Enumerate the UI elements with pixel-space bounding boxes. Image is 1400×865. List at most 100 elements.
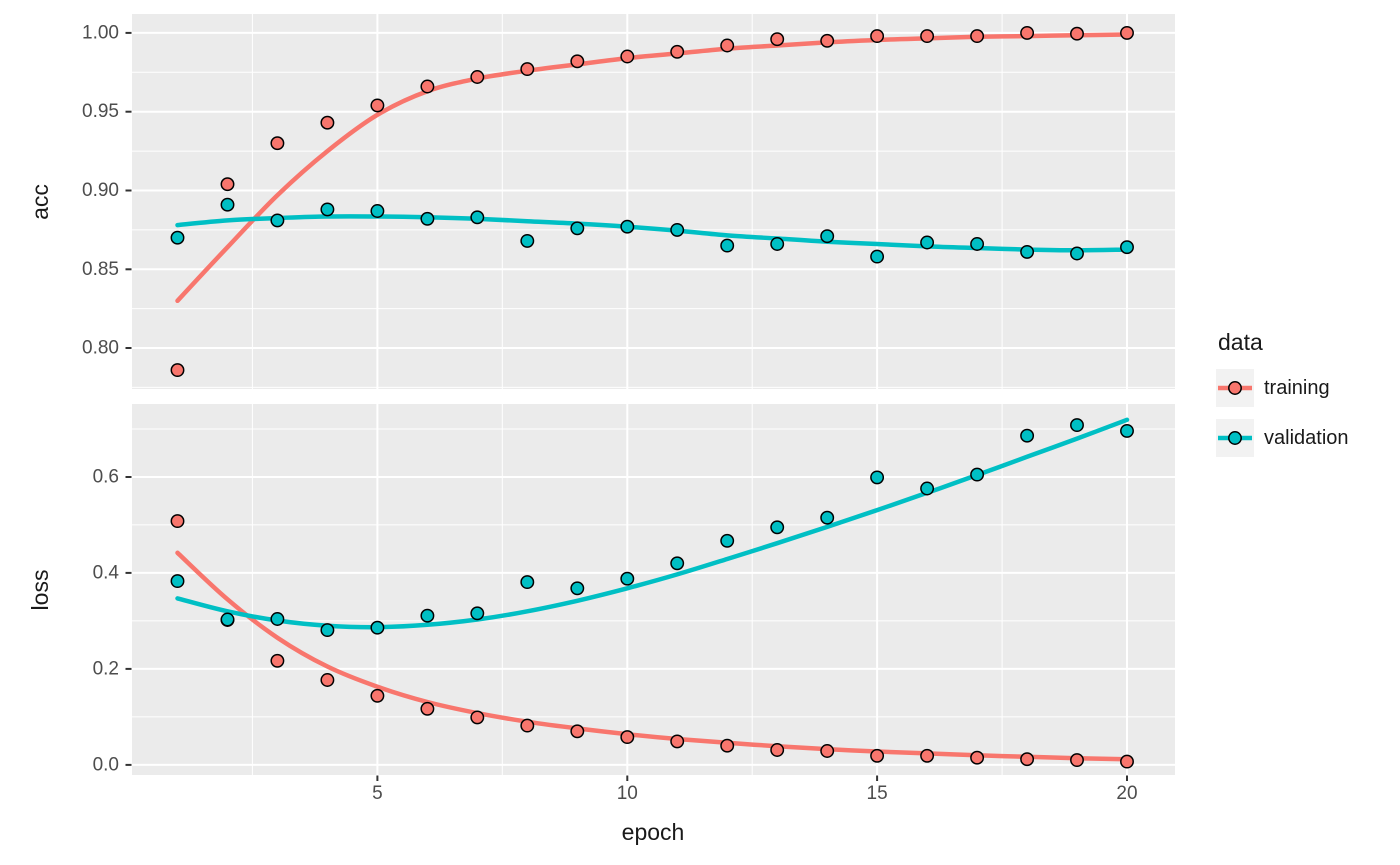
acc-validation-point — [920, 235, 935, 250]
acc-y-tick-label: 0.95 — [82, 101, 119, 122]
acc-validation-point — [420, 211, 435, 226]
acc-validation-point — [270, 213, 285, 228]
acc-training-point — [220, 177, 235, 192]
loss-training-point — [1020, 752, 1035, 767]
acc-training-point — [920, 29, 935, 44]
loss-validation-point — [770, 520, 785, 535]
acc-panel — [132, 14, 1175, 389]
acc-validation-point — [220, 197, 235, 212]
x-axis-title: epoch — [622, 819, 685, 845]
loss-y-tick-label: 0.0 — [93, 754, 119, 775]
acc-training-point — [970, 29, 985, 44]
loss-training-point — [820, 744, 835, 758]
loss-validation-point — [570, 581, 585, 596]
loss-training-point — [870, 748, 885, 763]
loss-validation-point — [170, 574, 185, 589]
acc-validation-point — [770, 237, 785, 251]
acc-validation-point — [670, 222, 685, 237]
legend-key-validation — [1216, 419, 1254, 457]
acc-validation-point — [320, 202, 335, 217]
acc-y-axis-title: acc — [27, 184, 53, 220]
loss-training-point — [320, 673, 335, 687]
x-tick-label: 20 — [1116, 783, 1137, 804]
x-tick-label: 5 — [372, 783, 383, 804]
loss-training-point — [1070, 753, 1084, 768]
acc-validation-point — [820, 229, 835, 244]
legend-item-validation: validation — [1216, 419, 1349, 457]
loss-y-tick-label: 0.2 — [93, 658, 119, 679]
acc-training-point — [520, 62, 535, 77]
acc-training-point — [820, 33, 835, 48]
loss-training-point — [420, 701, 435, 716]
legend-items: training validation — [1216, 369, 1349, 457]
loss-y-tick-label: 0.4 — [93, 562, 120, 583]
loss-training-point — [570, 724, 585, 739]
loss-validation-point — [370, 620, 385, 635]
loss-validation-point — [1120, 423, 1134, 438]
acc-validation-point — [570, 221, 585, 236]
acc-validation-point — [620, 219, 635, 234]
acc-training-point — [770, 32, 785, 47]
loss-training-point — [620, 730, 635, 745]
acc-training-point — [170, 363, 185, 378]
loss-validation-point — [420, 608, 435, 623]
loss-training-point — [270, 653, 285, 668]
loss-training-point — [1120, 754, 1134, 769]
acc-training-point — [320, 115, 335, 130]
loss-training-point — [770, 743, 785, 757]
training-key-glyph-icon — [1218, 381, 1252, 395]
loss-validation-point — [970, 467, 985, 482]
legend-item-training: training — [1216, 369, 1349, 407]
loss-training-point — [170, 514, 185, 529]
acc-validation-point — [1070, 246, 1084, 261]
acc-validation-point — [470, 210, 485, 225]
loss-validation-point — [320, 623, 335, 638]
legend-title: data — [1218, 329, 1263, 355]
acc-training-point — [570, 54, 585, 69]
acc-validation-point — [370, 204, 385, 218]
acc-panel-background — [132, 14, 1175, 389]
loss-validation-point — [670, 556, 685, 571]
loss-validation-point — [470, 606, 485, 621]
loss-validation-point — [870, 470, 885, 485]
loss-validation-point — [520, 575, 535, 590]
x-tick-label: 15 — [867, 783, 888, 804]
acc-training-point — [420, 79, 435, 94]
loss-training-point — [370, 688, 385, 703]
acc-y-tick-label: 0.85 — [82, 259, 119, 280]
acc-validation-point — [970, 237, 985, 251]
acc-training-point — [1120, 25, 1134, 40]
acc-validation-point — [520, 233, 535, 248]
acc-training-point — [870, 29, 885, 44]
acc-validation-point — [870, 249, 885, 264]
acc-y-tick-label: 0.80 — [82, 338, 119, 359]
legend-label-validation: validation — [1264, 426, 1349, 449]
acc-y-tick-label: 0.90 — [82, 180, 119, 201]
acc-training-point — [370, 98, 385, 113]
loss-validation-point — [270, 612, 285, 626]
loss-validation-point — [720, 533, 735, 548]
acc-training-point — [270, 136, 285, 151]
legend-key-training — [1216, 369, 1254, 407]
legend: data training validation — [1216, 329, 1349, 469]
acc-validation-point — [170, 230, 185, 245]
loss-training-point — [920, 748, 935, 763]
loss-validation-point — [620, 571, 635, 586]
loss-validation-point — [920, 481, 935, 496]
training-key-point — [1228, 381, 1242, 395]
loss-y-axis-title: loss — [27, 570, 53, 611]
loss-training-point — [970, 750, 985, 765]
axis-ticks: 1.00 0.95 0.90 0.85 0.80 0.6 0.4 0.2 0.0 5 10 15 20 — [82, 22, 1138, 804]
acc-training-point — [720, 38, 735, 53]
acc-training-point — [1020, 25, 1035, 40]
loss-validation-point — [820, 510, 835, 525]
acc-validation-point — [720, 238, 735, 253]
acc-training-point — [1070, 26, 1084, 41]
loss-panel — [132, 404, 1175, 775]
loss-training-point — [720, 738, 735, 753]
acc-training-point — [670, 44, 685, 59]
acc-validation-point — [1020, 244, 1035, 259]
validation-key-glyph-icon — [1218, 431, 1252, 445]
